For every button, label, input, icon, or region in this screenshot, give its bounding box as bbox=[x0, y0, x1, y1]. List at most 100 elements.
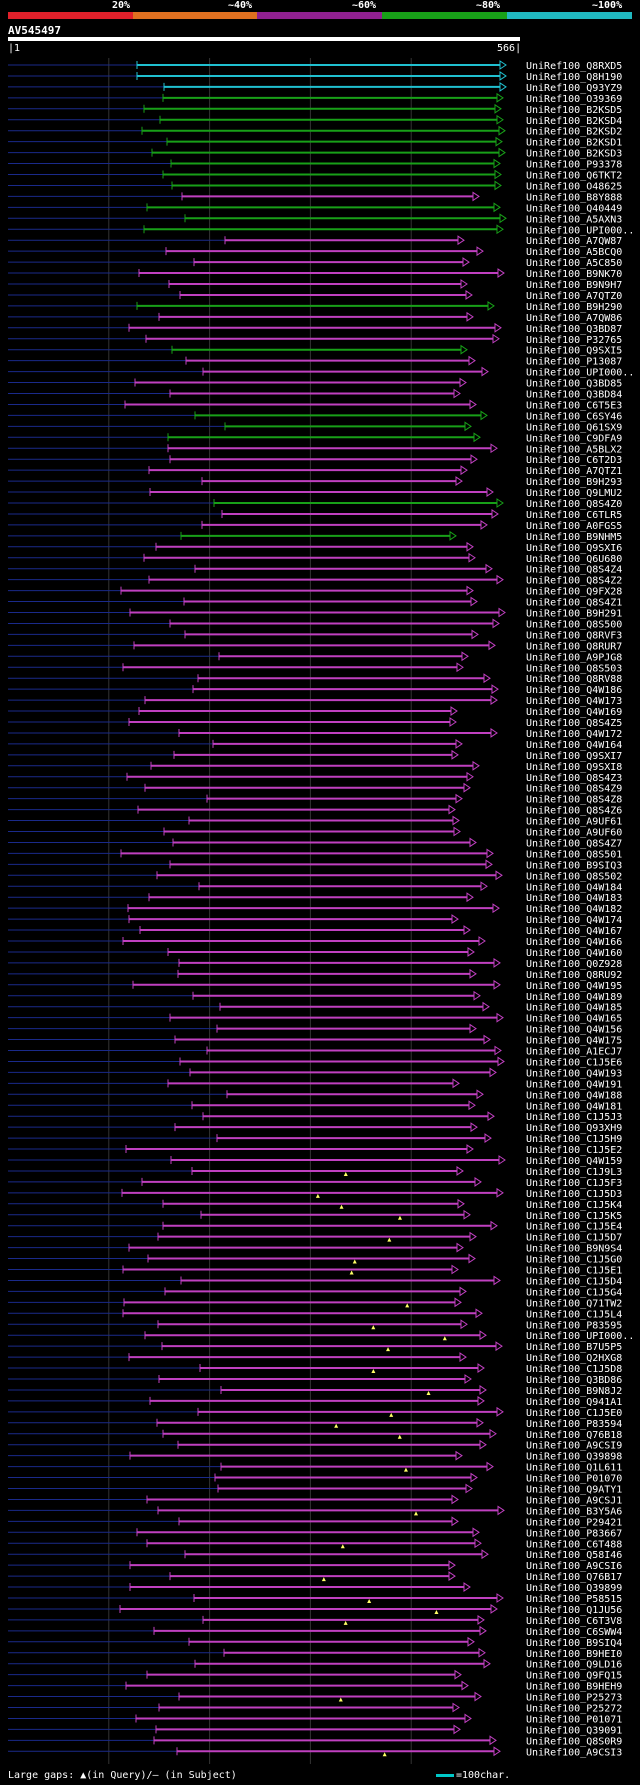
hit-label[interactable]: UniRef100_Q9LD16 bbox=[526, 1660, 622, 1671]
hit-label[interactable]: UniRef100_Q4W186 bbox=[526, 685, 622, 696]
hit-label[interactable]: UniRef100_B3Y5A6 bbox=[526, 1506, 622, 1517]
hit-label[interactable]: UniRef100_P29421 bbox=[526, 1517, 622, 1528]
hit-label[interactable]: UniRef100_C1J5L4 bbox=[526, 1309, 622, 1320]
hit-label[interactable]: UniRef100_A7QW86 bbox=[526, 313, 622, 324]
hit-label[interactable]: UniRef100_Q9SXI8 bbox=[526, 762, 622, 773]
hit-label[interactable]: UniRef100_Q8S0R9 bbox=[526, 1736, 622, 1747]
hit-label[interactable]: UniRef100_A1ECJ7 bbox=[526, 1047, 622, 1058]
hit-label[interactable]: UniRef100_B7U5P5 bbox=[526, 1342, 622, 1353]
hit-label[interactable]: UniRef100_C6T2D3 bbox=[526, 455, 622, 466]
hit-label[interactable]: UniRef100_A7QW87 bbox=[526, 236, 622, 247]
hit-label[interactable]: UniRef100_Q4W181 bbox=[526, 1101, 622, 1112]
hit-label[interactable]: UniRef100_Q8S4Z0 bbox=[526, 499, 622, 510]
hit-label[interactable]: UniRef100_C1J5K5 bbox=[526, 1211, 622, 1222]
hit-label[interactable]: UniRef100_A5BLX2 bbox=[526, 444, 622, 455]
hit-label[interactable]: UniRef100_P25273 bbox=[526, 1693, 622, 1704]
hit-label[interactable]: UniRef100_Q8S4Z4 bbox=[526, 565, 622, 576]
hit-label[interactable]: UniRef100_B9H290 bbox=[526, 302, 622, 313]
hit-label[interactable]: UniRef100_Q4W174 bbox=[526, 915, 622, 926]
hit-label[interactable]: UniRef100_Q8RV88 bbox=[526, 674, 622, 685]
hit-label[interactable]: UniRef100_Q8S4Z2 bbox=[526, 576, 622, 587]
hit-label[interactable]: UniRef100_C1J9L3 bbox=[526, 1167, 622, 1178]
hit-label[interactable]: UniRef100_B9N9H7 bbox=[526, 280, 622, 291]
hit-label[interactable]: UniRef100_B9HEH9 bbox=[526, 1682, 622, 1693]
hit-label[interactable]: UniRef100_C1J5E1 bbox=[526, 1266, 622, 1277]
hit-label[interactable]: UniRef100_Q3BD86 bbox=[526, 1375, 622, 1386]
hit-label[interactable]: UniRef100_A0FGS5 bbox=[526, 521, 622, 532]
hit-label[interactable]: UniRef100_Q3BD84 bbox=[526, 390, 622, 401]
hit-label[interactable]: UniRef100_A5AXN3 bbox=[526, 214, 622, 225]
hit-label[interactable]: UniRef100_Q61SX9 bbox=[526, 422, 622, 433]
hit-label[interactable]: UniRef100_A9UF61 bbox=[526, 817, 622, 828]
hit-label[interactable]: UniRef100_Q6TKT2 bbox=[526, 171, 622, 182]
hit-label[interactable]: UniRef100_C1J5D8 bbox=[526, 1364, 622, 1375]
hit-label[interactable]: UniRef100_Q8S4Z6 bbox=[526, 806, 622, 817]
hit-label[interactable]: UniRef100_A9CSI3 bbox=[526, 1747, 622, 1758]
hit-label[interactable]: UniRef100_B9N8J2 bbox=[526, 1386, 622, 1397]
hit-label[interactable]: UniRef100_Q8RVF3 bbox=[526, 630, 622, 641]
hit-label[interactable]: UniRef100_Q9SXI7 bbox=[526, 751, 622, 762]
hit-label[interactable]: UniRef100_C6TLR5 bbox=[526, 510, 622, 521]
hit-label[interactable]: UniRef100_B9NHM5 bbox=[526, 532, 622, 543]
hit-label[interactable]: UniRef100_Q8S4Z1 bbox=[526, 598, 622, 609]
hit-label[interactable]: UniRef100_P58515 bbox=[526, 1594, 622, 1605]
hit-label[interactable]: UniRef100_C6SY46 bbox=[526, 411, 622, 422]
hit-label[interactable]: UniRef100_B9HEI0 bbox=[526, 1649, 622, 1660]
hit-label[interactable]: UniRef100_Q4W169 bbox=[526, 707, 622, 718]
hit-label[interactable]: UniRef100_A7QTZ0 bbox=[526, 291, 622, 302]
hit-label[interactable]: UniRef100_C1J5G0 bbox=[526, 1255, 622, 1266]
hit-label[interactable]: UniRef100_Q6U680 bbox=[526, 554, 622, 565]
hit-label[interactable]: UniRef100_Q3BD87 bbox=[526, 324, 622, 335]
hit-label[interactable]: UniRef100_Q4W195 bbox=[526, 981, 622, 992]
hit-label[interactable]: UniRef100_Q9LMU2 bbox=[526, 488, 622, 499]
hit-label[interactable]: UniRef100_Q8S500 bbox=[526, 619, 622, 630]
hit-label[interactable]: UniRef100_Q4W175 bbox=[526, 1036, 622, 1047]
hit-label[interactable]: UniRef100_B9SIQ3 bbox=[526, 860, 622, 871]
hit-label[interactable]: UniRef100_C1J5E2 bbox=[526, 1145, 622, 1156]
hit-label[interactable]: UniRef100_P93378 bbox=[526, 160, 622, 171]
hit-label[interactable]: UniRef100_Q8S4Z5 bbox=[526, 718, 622, 729]
hit-label[interactable]: UniRef100_Q4W189 bbox=[526, 992, 622, 1003]
hit-label[interactable]: UniRef100_B9SIQ4 bbox=[526, 1638, 622, 1649]
hit-label[interactable]: UniRef100_Q4W159 bbox=[526, 1156, 622, 1167]
hit-label[interactable]: UniRef100_Q8S502 bbox=[526, 871, 622, 882]
hit-label[interactable]: UniRef100_Q93YZ9 bbox=[526, 83, 622, 94]
hit-label[interactable]: UniRef100_Q4W173 bbox=[526, 696, 622, 707]
hit-label[interactable]: UniRef100_Q8S4Z8 bbox=[526, 795, 622, 806]
hit-label[interactable]: UniRef100_C1J5E0 bbox=[526, 1408, 622, 1419]
hit-label[interactable]: UniRef100_P13087 bbox=[526, 357, 622, 368]
hit-label[interactable]: UniRef100_C1J5D3 bbox=[526, 1189, 622, 1200]
hit-label[interactable]: UniRef100_Q4W191 bbox=[526, 1079, 622, 1090]
hit-label[interactable]: UniRef100_C6T5E3 bbox=[526, 400, 622, 411]
hit-label[interactable]: UniRef100_Q4W183 bbox=[526, 893, 622, 904]
hit-label[interactable]: UniRef100_P83595 bbox=[526, 1320, 622, 1331]
hit-label[interactable]: UniRef100_Q4W185 bbox=[526, 1003, 622, 1014]
hit-label[interactable]: UniRef100_A7QTZ1 bbox=[526, 466, 622, 477]
hit-label[interactable]: UniRef100_A9UF60 bbox=[526, 828, 622, 839]
hit-label[interactable]: UniRef100_B2KSD5 bbox=[526, 105, 622, 116]
hit-label[interactable]: UniRef100_Q58I46 bbox=[526, 1550, 622, 1561]
hit-label[interactable]: UniRef100_Q76B18 bbox=[526, 1430, 622, 1441]
hit-label[interactable]: UniRef100_Q40449 bbox=[526, 203, 622, 214]
hit-label[interactable]: UniRef100_Q8RXD5 bbox=[526, 61, 622, 72]
hit-label[interactable]: UniRef100_C1J5F3 bbox=[526, 1178, 622, 1189]
hit-label[interactable]: UniRef100_Q39091 bbox=[526, 1725, 622, 1736]
hit-label[interactable]: UniRef100_B2KSD1 bbox=[526, 138, 622, 149]
hit-label[interactable]: UniRef100_Q9SXI5 bbox=[526, 346, 622, 357]
hit-label[interactable]: UniRef100_Q39898 bbox=[526, 1452, 622, 1463]
hit-label[interactable]: UniRef100_A9CSI9 bbox=[526, 1441, 622, 1452]
hit-label[interactable]: UniRef100_C6SWW4 bbox=[526, 1627, 622, 1638]
hit-label[interactable]: UniRef100_P83594 bbox=[526, 1419, 622, 1430]
hit-label[interactable]: UniRef100_Q9SXI6 bbox=[526, 543, 622, 554]
hit-label[interactable]: UniRef100_Q8S501 bbox=[526, 849, 622, 860]
hit-label[interactable]: UniRef100_C1J5D4 bbox=[526, 1276, 622, 1287]
hit-label[interactable]: UniRef100_P32765 bbox=[526, 335, 622, 346]
hit-label[interactable]: UniRef100_Q4W184 bbox=[526, 882, 622, 893]
hit-label[interactable]: UniRef100_C1J5D7 bbox=[526, 1233, 622, 1244]
hit-label[interactable]: UniRef100_Q8RUR7 bbox=[526, 641, 622, 652]
hit-label[interactable]: UniRef100_P83667 bbox=[526, 1528, 622, 1539]
hit-label[interactable]: UniRef100_Q2HXG8 bbox=[526, 1353, 622, 1364]
hit-label[interactable]: UniRef100_Q93XH9 bbox=[526, 1123, 622, 1134]
hit-label[interactable]: UniRef100_UPI000.. bbox=[526, 225, 634, 236]
hit-label[interactable]: UniRef100_A9PJG8 bbox=[526, 652, 622, 663]
